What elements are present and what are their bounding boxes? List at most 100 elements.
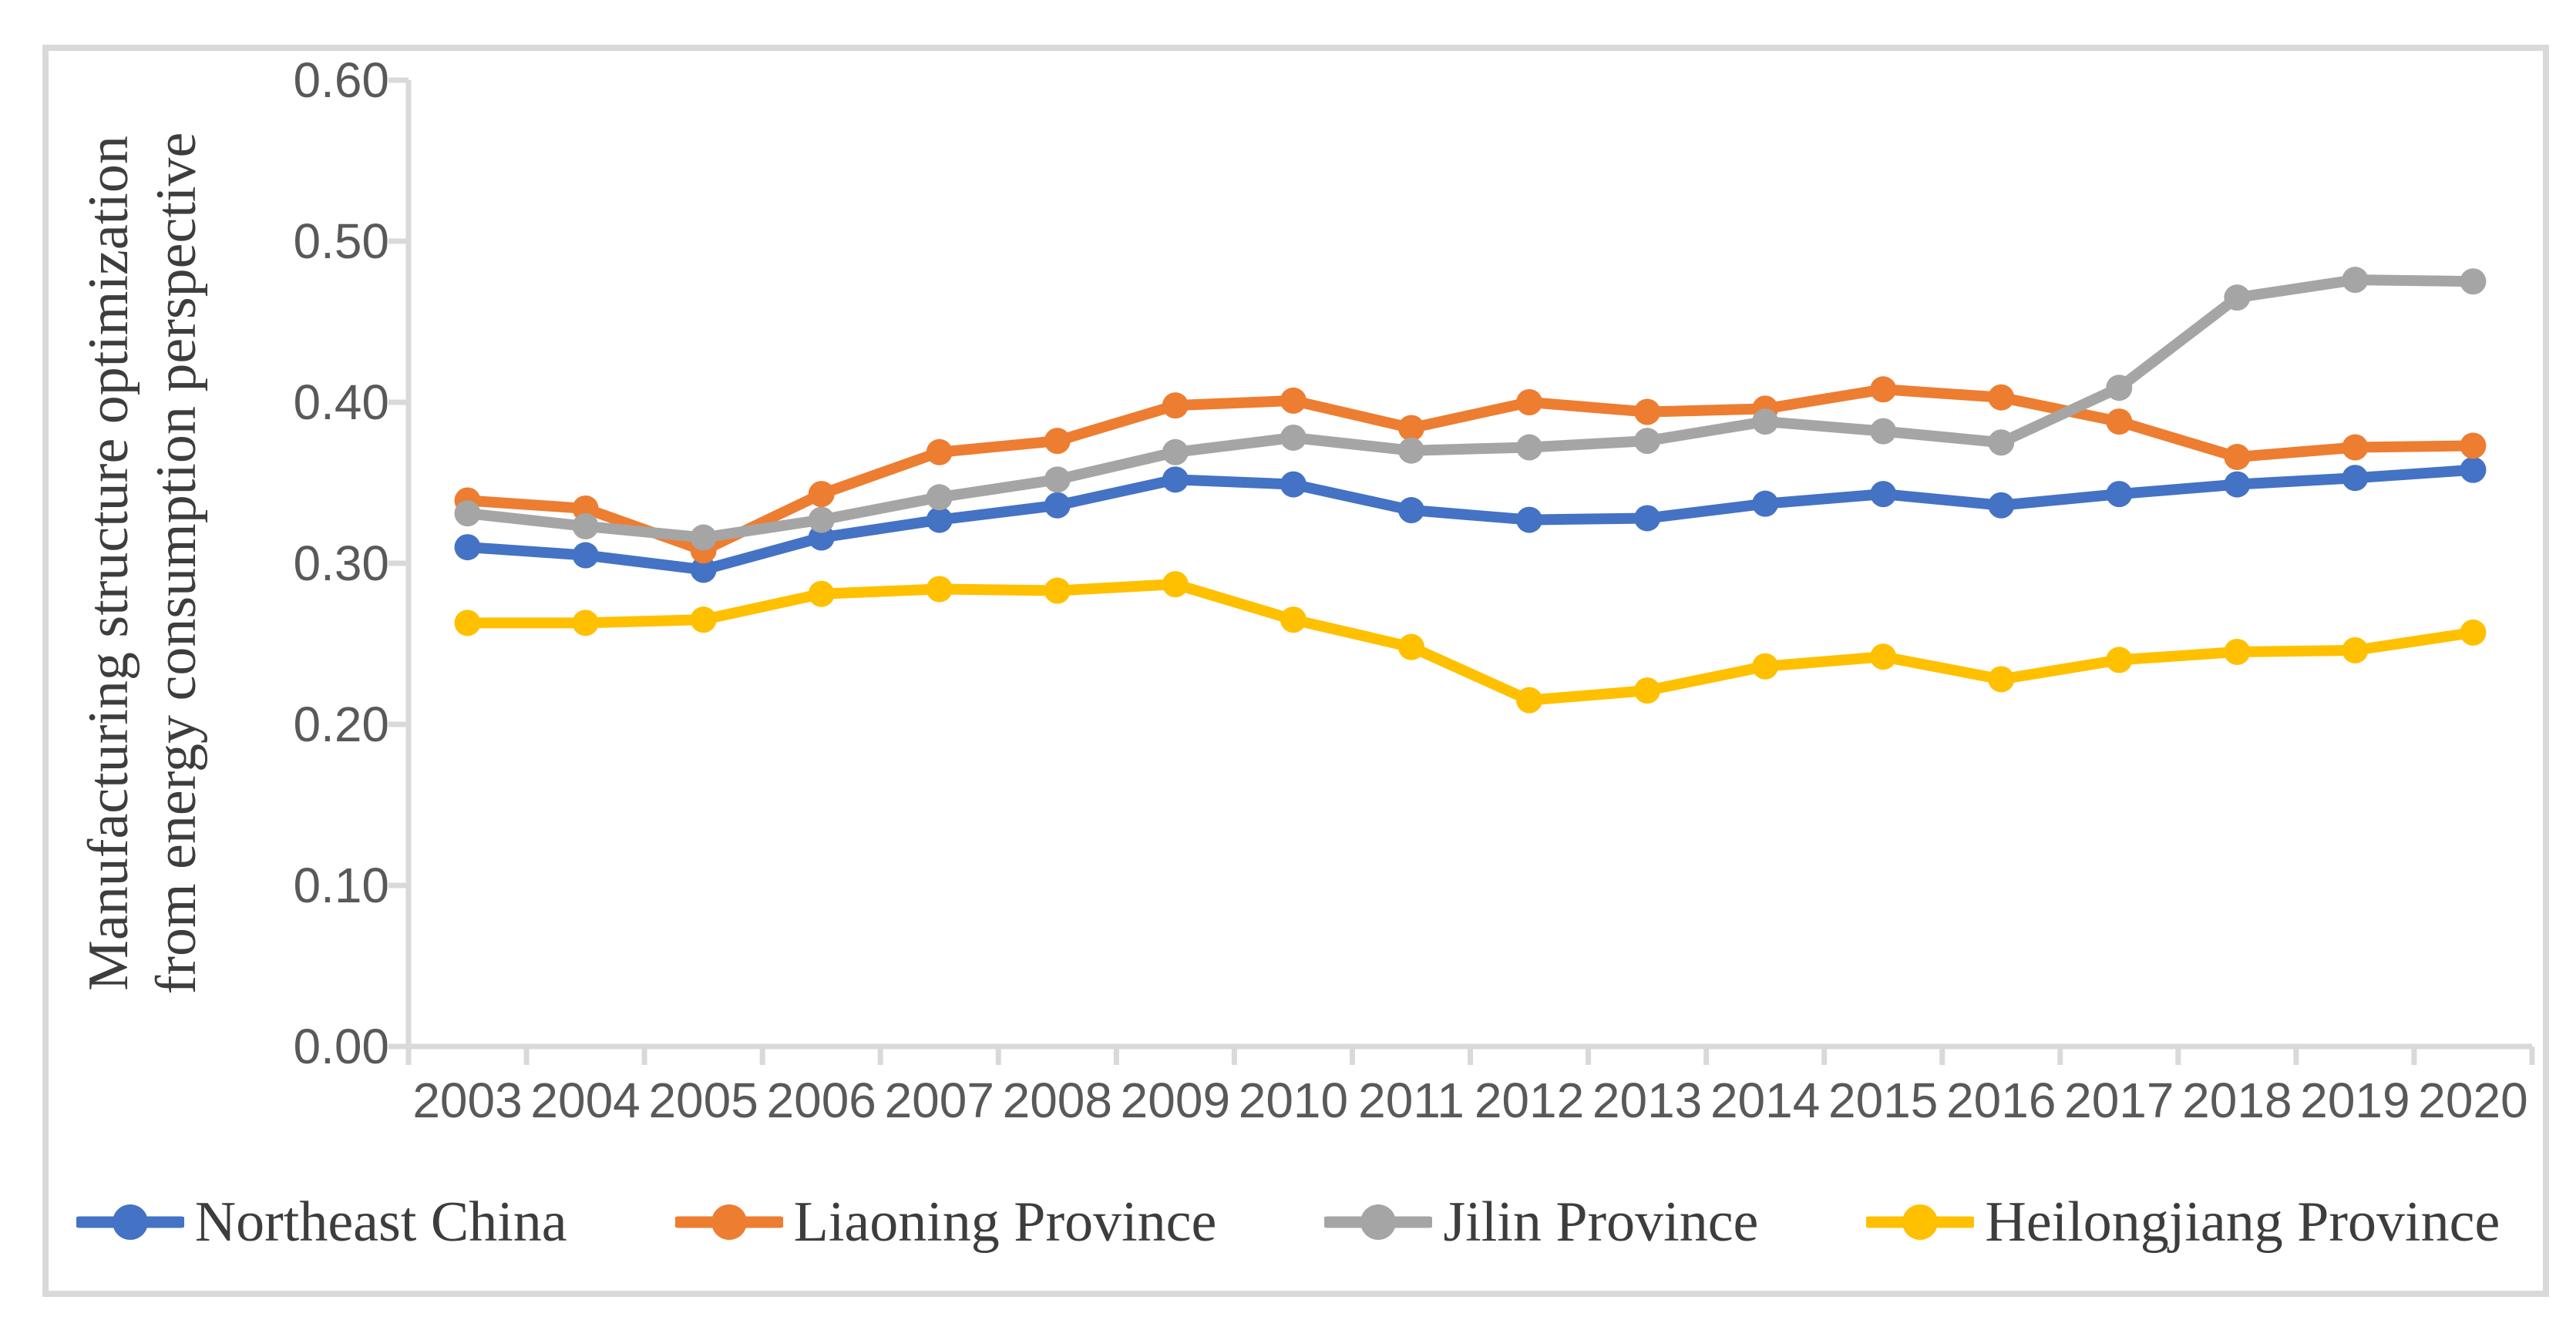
series-marker-0 — [2460, 456, 2487, 483]
series-marker-2 — [1516, 434, 1543, 461]
legend-marker-icon — [674, 1204, 783, 1240]
legend-item-0: Northeast China — [76, 1190, 567, 1255]
series-marker-1 — [2460, 432, 2487, 459]
series-marker-3 — [690, 606, 717, 633]
x-tick-label: 2009 — [1120, 1073, 1231, 1128]
series-marker-2 — [690, 524, 717, 551]
x-tick-label: 2018 — [2182, 1073, 2292, 1128]
legend-marker-icon — [76, 1204, 184, 1240]
series-marker-2 — [1397, 437, 1424, 464]
series-marker-2 — [1752, 408, 1779, 435]
series-marker-3 — [1870, 643, 1897, 670]
series-marker-0 — [2342, 465, 2369, 492]
series-marker-1 — [1397, 415, 1424, 442]
series-marker-0 — [2106, 481, 2133, 508]
series-marker-2 — [1044, 466, 1071, 493]
series-marker-1 — [1870, 376, 1897, 403]
series-marker-2 — [1280, 424, 1306, 451]
x-tick-label: 2013 — [1592, 1073, 1703, 1128]
series-marker-2 — [926, 484, 953, 511]
legend-marker-icon — [1866, 1204, 1975, 1240]
series-marker-1 — [2224, 444, 2251, 471]
series-marker-3 — [1752, 653, 1779, 680]
series-marker-1 — [1280, 387, 1306, 414]
series-marker-1 — [1044, 428, 1071, 455]
series-marker-3 — [1162, 571, 1189, 598]
series-marker-0 — [926, 506, 953, 533]
series-marker-3 — [1988, 666, 2015, 693]
series-marker-2 — [808, 506, 835, 533]
x-tick-label: 2011 — [1358, 1073, 1465, 1128]
series-line-0 — [462, 464, 2479, 576]
series-marker-3 — [1516, 687, 1543, 714]
x-tick-label: 2008 — [1002, 1073, 1112, 1128]
y-tick-label: 0.60 — [293, 52, 389, 108]
series-marker-1 — [1516, 389, 1543, 415]
series-marker-3 — [926, 576, 953, 603]
x-tick-label: 2019 — [2300, 1073, 2410, 1128]
series-marker-2 — [572, 512, 599, 539]
series-marker-3 — [1044, 577, 1071, 604]
series-marker-2 — [1162, 438, 1189, 465]
series-line-3 — [462, 579, 2479, 706]
series-marker-0 — [690, 556, 717, 583]
series-marker-1 — [1162, 392, 1189, 419]
series-line-2 — [462, 274, 2479, 543]
x-tick-label: 2004 — [530, 1073, 641, 1128]
legend-label: Jilin Province — [1443, 1190, 1759, 1254]
y-tick-label: 0.30 — [293, 536, 389, 591]
series-marker-1 — [2342, 434, 2369, 461]
series-line-1 — [462, 384, 2479, 556]
y-tick-label: 0.50 — [293, 213, 389, 269]
series-marker-2 — [2224, 284, 2251, 311]
series-marker-3 — [454, 610, 481, 636]
x-tick-label: 2020 — [2418, 1073, 2528, 1128]
legend-item-3: Heilongjiang Province — [1866, 1190, 2500, 1255]
series-marker-1 — [808, 481, 835, 508]
x-tick-label: 2015 — [1828, 1073, 1939, 1128]
x-tick-label: 2014 — [1710, 1073, 1821, 1128]
series-marker-0 — [1870, 481, 1897, 508]
series-marker-1 — [926, 438, 953, 465]
y-tick-label: 0.40 — [293, 375, 389, 430]
series-marker-3 — [2342, 636, 2369, 663]
y-tick-label: 0.20 — [293, 697, 389, 752]
x-tick-label: 2017 — [2064, 1073, 2174, 1128]
y-axis-title-line1: Manufacturing structure optimization — [77, 136, 140, 991]
y-axis-title: Manufacturing structure optimization fro… — [75, 62, 210, 1064]
series-marker-3 — [808, 580, 835, 607]
y-axis-title-line2: from energy consumption perspective — [145, 132, 208, 995]
series-marker-2 — [1988, 429, 2015, 456]
x-tick-label: 2003 — [412, 1073, 523, 1128]
series-marker-0 — [1516, 506, 1543, 533]
series-marker-2 — [2460, 268, 2487, 295]
series-marker-3 — [2460, 619, 2487, 646]
series-marker-0 — [1162, 466, 1189, 493]
series-marker-0 — [1280, 471, 1306, 498]
series-marker-2 — [2106, 375, 2133, 401]
series-marker-3 — [1634, 677, 1661, 704]
legend-label: Northeast China — [194, 1190, 567, 1254]
series-marker-3 — [1280, 606, 1306, 633]
series-marker-0 — [1044, 492, 1071, 519]
series-marker-0 — [1988, 492, 2015, 519]
x-tick-label: 2016 — [1946, 1073, 2056, 1128]
x-tick-label: 2010 — [1238, 1073, 1349, 1128]
series-marker-0 — [1397, 497, 1424, 524]
x-tick-label: 2005 — [648, 1073, 758, 1128]
y-tick-label: 0.00 — [293, 1019, 389, 1074]
series-marker-0 — [572, 542, 599, 569]
x-tick-label: 2006 — [766, 1073, 876, 1128]
series-marker-0 — [1752, 490, 1779, 517]
series-marker-3 — [572, 610, 599, 636]
series-marker-2 — [1634, 428, 1661, 455]
series-marker-1 — [2106, 408, 2133, 435]
series-marker-2 — [454, 500, 481, 527]
legend-item-1: Liaoning Province — [674, 1190, 1217, 1255]
series-marker-0 — [2224, 471, 2251, 498]
series-marker-1 — [1988, 384, 2015, 411]
legend-item-2: Jilin Province — [1324, 1190, 1758, 1255]
series-marker-2 — [1870, 418, 1897, 445]
x-tick-label: 2012 — [1474, 1073, 1585, 1128]
legend-label: Liaoning Province — [793, 1190, 1217, 1254]
